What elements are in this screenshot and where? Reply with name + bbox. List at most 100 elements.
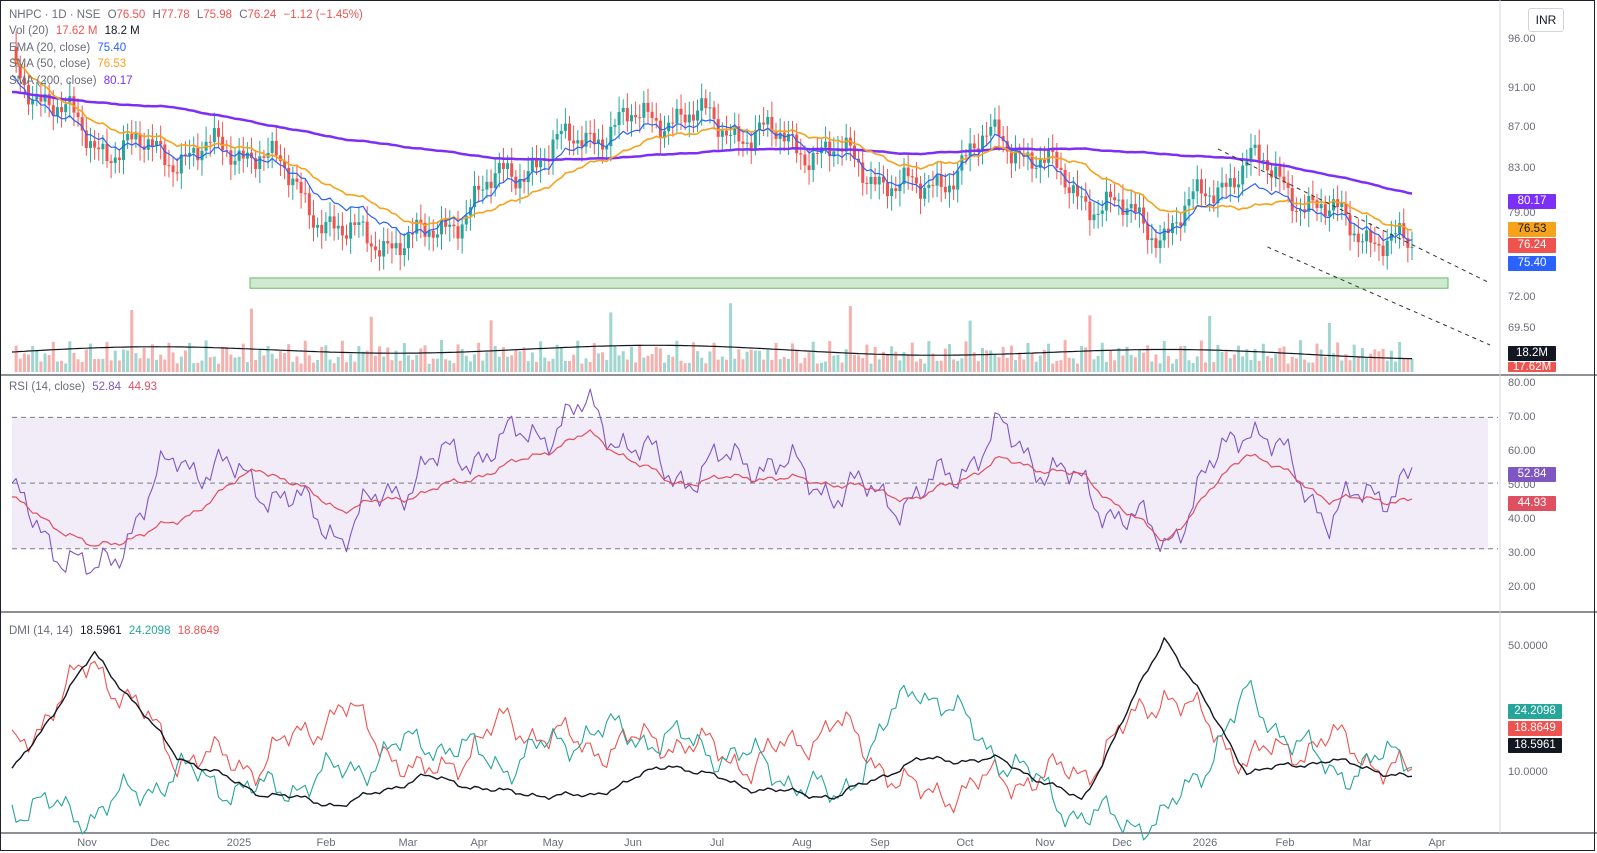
candle-body xyxy=(1158,240,1162,248)
candle-body xyxy=(551,139,555,162)
candle-body xyxy=(122,140,126,161)
candle-body xyxy=(580,140,584,147)
candle-body xyxy=(1133,203,1137,213)
candle-body xyxy=(1005,141,1009,152)
volume-bar xyxy=(452,363,456,372)
volume-bar xyxy=(155,359,159,372)
candle-body xyxy=(1323,204,1327,217)
rsi-line xyxy=(11,388,1413,575)
vol-legend[interactable]: Vol (20) 17.62 M 18.2 M xyxy=(9,25,140,37)
volume-bar xyxy=(993,354,997,372)
indicator-lines xyxy=(11,57,1491,841)
candle-body xyxy=(167,165,171,167)
x-tick: Nov xyxy=(1035,837,1055,849)
volume-bar xyxy=(894,351,898,372)
candle-body xyxy=(881,176,885,183)
volume-bar xyxy=(592,343,596,372)
volume-bar xyxy=(1179,346,1183,372)
candle-body xyxy=(1162,228,1166,241)
volume-bar xyxy=(609,312,613,372)
x-tick: Feb xyxy=(1275,837,1295,849)
volume-bar xyxy=(464,355,468,372)
change-value: −1.12 (−1.45%) xyxy=(283,9,363,21)
candle-body xyxy=(522,179,526,182)
candle-body xyxy=(1042,159,1046,163)
candle-body xyxy=(687,114,691,123)
candle-body xyxy=(386,241,390,244)
candle-body xyxy=(101,143,105,150)
volume-bar xyxy=(113,350,117,372)
candle-body xyxy=(869,176,873,184)
candle-body xyxy=(464,215,468,225)
volume-bar xyxy=(1187,360,1191,372)
candle-body xyxy=(134,133,138,140)
volume-bar xyxy=(1051,363,1055,372)
candle-body xyxy=(1356,233,1360,243)
candle-body xyxy=(1307,195,1311,212)
volume-bar xyxy=(1042,349,1046,372)
candle-body xyxy=(799,153,803,155)
volume-bar xyxy=(741,359,745,372)
candle-body xyxy=(439,219,443,235)
candle-body xyxy=(852,145,856,159)
candle-body xyxy=(642,102,646,118)
volume-bar xyxy=(774,342,778,372)
candle-body xyxy=(1129,203,1133,209)
volume-bar xyxy=(663,362,667,372)
volume-bar xyxy=(568,360,572,372)
volume-bar xyxy=(47,355,51,372)
volume-bar xyxy=(221,347,225,372)
candle-body xyxy=(1191,191,1195,200)
candle-body xyxy=(415,219,419,234)
volume-bar xyxy=(704,363,708,372)
volume-bar xyxy=(1022,359,1026,372)
sma50-legend[interactable]: SMA (50, close) 76.53 xyxy=(9,58,127,70)
volume-bar xyxy=(596,353,600,372)
volume-bar xyxy=(1183,345,1187,372)
volume-bar xyxy=(1307,362,1311,372)
rsi-legend[interactable]: RSI (14, close) 52.84 44.93 xyxy=(9,381,158,393)
sma50-badge: 76.53 xyxy=(1508,222,1556,237)
candle-body xyxy=(1220,182,1224,188)
candle-body xyxy=(200,150,204,161)
candle-body xyxy=(724,130,728,136)
volume-bar xyxy=(146,358,150,372)
candle-body xyxy=(1014,150,1018,164)
candle-body xyxy=(956,170,960,190)
candle-body xyxy=(1109,191,1113,198)
candle-body xyxy=(572,140,576,144)
candle-body xyxy=(274,140,278,156)
symbol-legend[interactable]: NHPC · 1D · NSE O76.50 H77.78 L75.98 C76… xyxy=(9,9,363,21)
volume-bar xyxy=(320,346,324,372)
volume-bar xyxy=(1274,354,1278,372)
volume-bar xyxy=(613,345,617,372)
candle-body xyxy=(605,146,609,150)
volume-bar xyxy=(1075,363,1079,372)
volume-bar xyxy=(852,354,856,372)
candle-body xyxy=(1034,167,1038,169)
volume-bar xyxy=(733,358,737,372)
volume-bar xyxy=(1067,357,1071,372)
volume-bar xyxy=(605,360,609,372)
volume-bar xyxy=(708,351,712,372)
currency-button[interactable]: INR xyxy=(1528,8,1564,32)
sma200-legend[interactable]: SMA (200, close) 80.17 xyxy=(9,75,133,87)
volume-bar xyxy=(1290,356,1294,372)
volume-bar xyxy=(1340,360,1344,372)
volume-bar xyxy=(700,357,704,372)
candle-body xyxy=(609,126,613,147)
volume-bar xyxy=(737,349,741,372)
candle-body xyxy=(72,96,76,113)
volume-bar xyxy=(448,360,452,372)
x-tick: 2025 xyxy=(226,837,252,849)
volume-bar xyxy=(398,360,402,372)
x-tick: Feb xyxy=(316,837,336,849)
ema20-legend[interactable]: EMA (20, close) 75.40 xyxy=(9,42,127,54)
dmi-legend[interactable]: DMI (14, 14) 18.5961 24.2098 18.8649 xyxy=(9,625,220,637)
candle-body xyxy=(382,241,386,257)
volume-bar xyxy=(510,355,514,372)
candle-body xyxy=(150,139,154,147)
candle-body xyxy=(601,139,605,150)
candle-body xyxy=(1232,178,1236,188)
